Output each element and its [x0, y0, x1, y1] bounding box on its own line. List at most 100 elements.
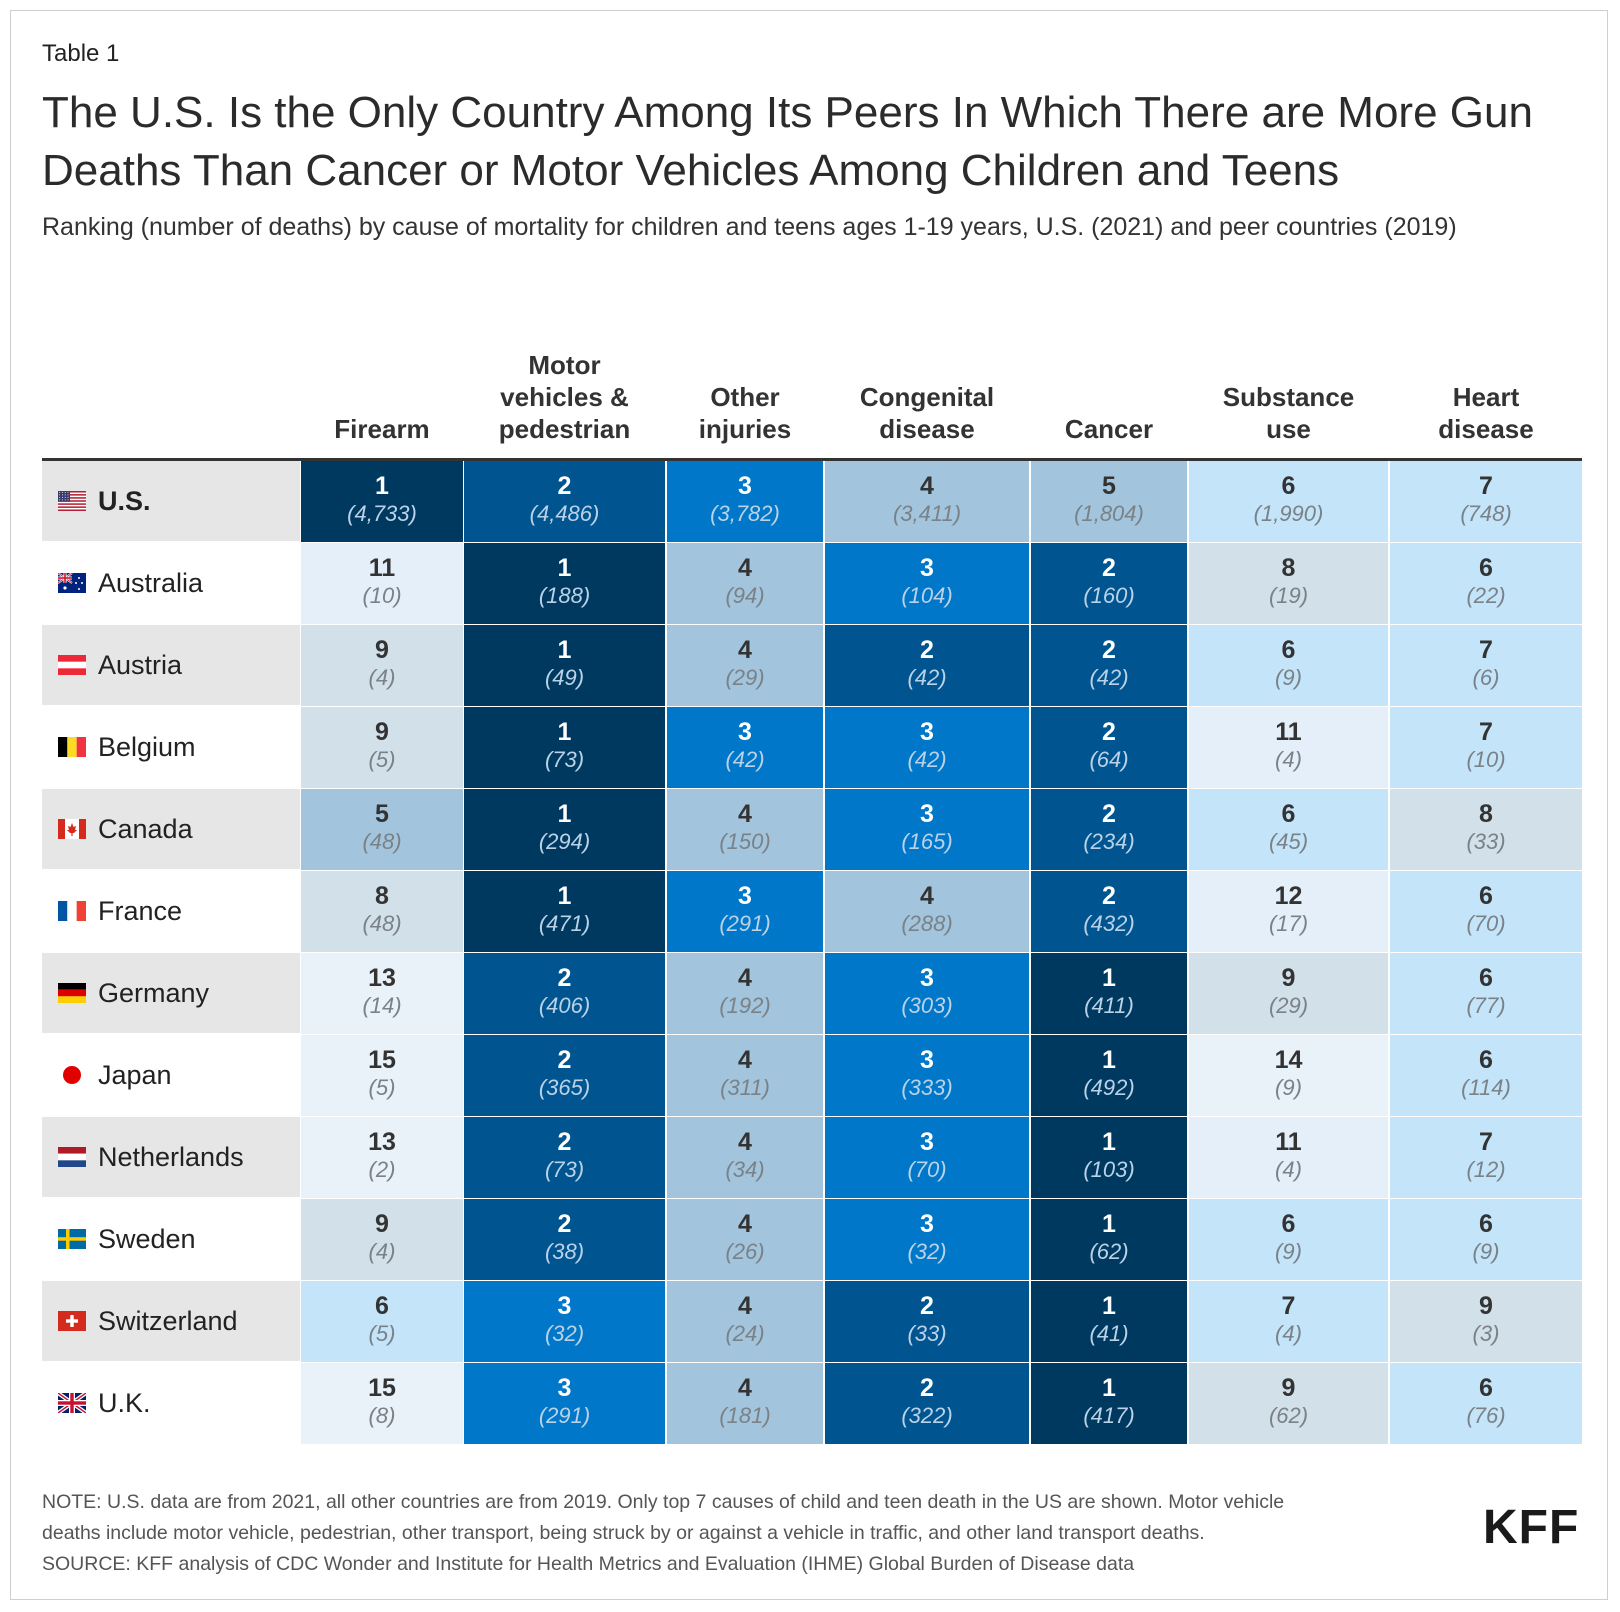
- header-rule: [42, 458, 1582, 461]
- rank-cell: 2 (64): [1031, 707, 1187, 788]
- rank-cell: 1 (492): [1031, 1035, 1187, 1116]
- japan-flag-icon: [58, 1065, 86, 1085]
- rank-cell: 2 (432): [1031, 871, 1187, 952]
- rank-value: 11: [1275, 1128, 1302, 1156]
- rank-cell: 2 (234): [1031, 789, 1187, 870]
- death-count: (4,733): [347, 501, 417, 526]
- death-count: (42): [1089, 665, 1129, 690]
- country-name: Germany: [98, 978, 210, 1008]
- rank-cell: 2 (322): [825, 1363, 1029, 1444]
- rank-cell: 1 (294): [464, 789, 665, 870]
- table-row: U.K. 15 (8) 3 (291) 4 (181) 2 (322) 1 (417) 9 (62) 6(…: [42, 1363, 1582, 1444]
- country-name: Australia: [98, 568, 204, 598]
- rank-cell: 8 (48): [301, 871, 463, 952]
- death-count: (192): [719, 993, 771, 1018]
- rank-value: 6: [1479, 1046, 1493, 1074]
- death-count: (48): [362, 829, 402, 854]
- death-count: (181): [719, 1403, 771, 1428]
- rank-cell: 1 (4,733): [301, 461, 463, 542]
- rank-value: 11: [368, 554, 396, 582]
- rank-value: 11: [1275, 718, 1302, 746]
- rank-cell: 2 (406): [464, 953, 665, 1034]
- death-count: (294): [538, 829, 591, 854]
- note-line: NOTE: U.S. data are from 2021, all other…: [42, 1491, 1285, 1513]
- rank-cell: 3 (42): [667, 707, 823, 788]
- rank-value: 7: [1281, 1292, 1296, 1320]
- death-count: (9): [1275, 665, 1302, 690]
- rank-cell: 7 (748): [1390, 461, 1582, 542]
- rank-value: 4: [738, 1210, 752, 1238]
- rank-cell: 6 (70): [1390, 871, 1582, 952]
- rank-cell: 6 (22): [1390, 543, 1582, 624]
- column-header: Congenital disease: [825, 381, 1029, 445]
- rank-value: 3: [920, 800, 934, 828]
- kff-logo: KFF: [1483, 1501, 1580, 1554]
- death-count: (406): [538, 993, 591, 1018]
- rank-cell: 2 (4,486): [464, 461, 665, 542]
- death-count: (33): [907, 1321, 947, 1346]
- chart-frame: [10, 10, 1608, 1600]
- column-header-line: Congenital: [859, 382, 995, 412]
- death-count: (333): [901, 1075, 953, 1100]
- rank-value: 7: [1479, 636, 1493, 664]
- column-header-line: Cancer: [1064, 414, 1154, 444]
- country-name: Switzerland: [98, 1306, 238, 1336]
- note-line: deaths include motor vehicle, pedestrian…: [42, 1522, 1205, 1544]
- death-count: (42): [725, 747, 765, 772]
- death-count: (9): [1275, 1239, 1302, 1264]
- rank-value: 1: [1102, 1046, 1116, 1074]
- rank-value: 9: [1281, 1374, 1296, 1402]
- country-cell: U.K.: [42, 1363, 300, 1443]
- death-count: (70): [907, 1157, 947, 1182]
- rank-value: 4: [738, 1292, 752, 1320]
- country-cell: Canada: [42, 789, 300, 869]
- death-count: (234): [1083, 829, 1135, 854]
- death-count: (10): [362, 583, 402, 608]
- rank-value: 9: [1479, 1292, 1493, 1320]
- death-count: (5): [368, 1075, 396, 1100]
- death-count: (365): [538, 1075, 591, 1100]
- death-count: (41): [1089, 1321, 1129, 1346]
- rank-cell: 11 (4): [1189, 1117, 1388, 1198]
- death-count: (5): [368, 747, 396, 772]
- death-count: (77): [1466, 993, 1506, 1018]
- rank-cell: 9 (4): [301, 1199, 463, 1280]
- death-count: (5): [368, 1321, 396, 1346]
- rank-value: 1: [1102, 1128, 1116, 1156]
- rank-cell: 4 (150): [667, 789, 823, 870]
- rank-value: 7: [1479, 718, 1493, 746]
- rank-value: 3: [920, 554, 934, 582]
- table-row: Netherlands 13 (2) 2 (73) 4 (34) 3 (70) 1 (103) 11(…: [42, 1117, 1582, 1198]
- death-count: (303): [901, 993, 953, 1018]
- rank-cell: 6 (9): [1390, 1199, 1582, 1280]
- rank-cell: 6 (45): [1189, 789, 1388, 870]
- rank-value: 2: [557, 472, 572, 500]
- death-count: (48): [362, 911, 402, 936]
- column-header: Firearm: [301, 413, 463, 445]
- rank-cell: 1 (417): [1031, 1363, 1187, 1444]
- death-count: (29): [725, 665, 765, 690]
- rank-cell: 3 (303): [825, 953, 1029, 1034]
- rank-value: 3: [738, 718, 752, 746]
- uk-flag-icon: [56, 1391, 88, 1415]
- rank-value: 9: [375, 718, 389, 746]
- rank-value: 3: [557, 1374, 572, 1402]
- death-count: (42): [907, 747, 947, 772]
- death-count: (73): [544, 1157, 585, 1182]
- rank-cell: 2 (160): [1031, 543, 1187, 624]
- rank-cell: 3 (32): [464, 1281, 665, 1362]
- rank-value: 2: [920, 636, 934, 664]
- death-count: (4,486): [529, 501, 600, 526]
- rank-value: 6: [1479, 964, 1493, 992]
- table-row: Switzerland 6 (5) 3 (32) 4 (24) 2 (33) 1 (41) 7 (4) 9…: [42, 1281, 1582, 1362]
- country-name: France: [98, 896, 183, 926]
- column-header-line: disease: [879, 414, 975, 444]
- rank-value: 1: [1102, 1374, 1116, 1402]
- rank-value: 4: [920, 472, 934, 500]
- note-block: NOTE: U.S. data are from 2021, all other…: [42, 1487, 1462, 1580]
- rank-value: 2: [1102, 636, 1116, 664]
- rank-value: 13: [368, 1128, 396, 1156]
- country-cell: Japan: [42, 1035, 300, 1115]
- rank-value: 12: [1274, 882, 1303, 910]
- rank-value: 9: [375, 636, 389, 664]
